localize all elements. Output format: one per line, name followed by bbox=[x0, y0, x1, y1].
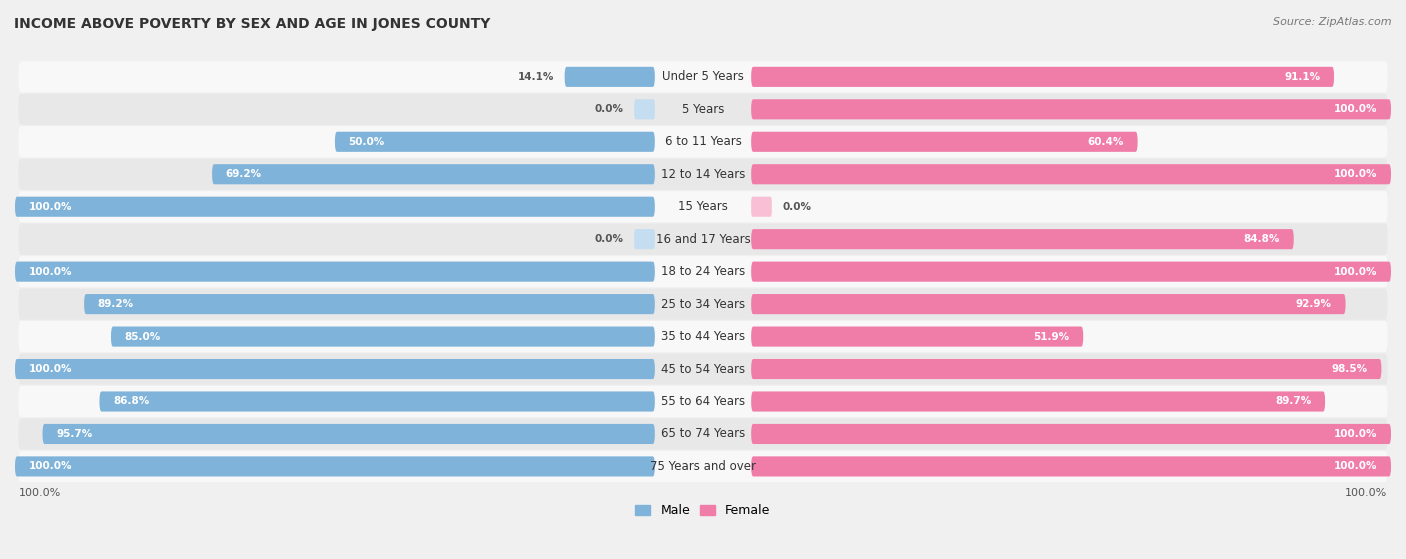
Text: 15 Years: 15 Years bbox=[678, 200, 728, 213]
Text: 45 to 54 Years: 45 to 54 Years bbox=[661, 363, 745, 376]
FancyBboxPatch shape bbox=[18, 159, 1388, 190]
FancyBboxPatch shape bbox=[751, 262, 1391, 282]
Text: 85.0%: 85.0% bbox=[125, 331, 160, 342]
Text: 65 to 74 Years: 65 to 74 Years bbox=[661, 428, 745, 440]
Text: 14.1%: 14.1% bbox=[517, 72, 554, 82]
Text: Under 5 Years: Under 5 Years bbox=[662, 70, 744, 83]
FancyBboxPatch shape bbox=[15, 262, 655, 282]
FancyBboxPatch shape bbox=[751, 424, 1391, 444]
Text: 100.0%: 100.0% bbox=[1334, 105, 1378, 115]
Text: 51.9%: 51.9% bbox=[1033, 331, 1070, 342]
FancyBboxPatch shape bbox=[212, 164, 655, 184]
FancyBboxPatch shape bbox=[18, 191, 1388, 222]
FancyBboxPatch shape bbox=[751, 229, 1294, 249]
Text: 0.0%: 0.0% bbox=[595, 105, 624, 115]
Text: 100.0%: 100.0% bbox=[28, 267, 72, 277]
Text: 6 to 11 Years: 6 to 11 Years bbox=[665, 135, 741, 148]
FancyBboxPatch shape bbox=[751, 359, 1382, 379]
FancyBboxPatch shape bbox=[18, 451, 1388, 482]
FancyBboxPatch shape bbox=[18, 126, 1388, 158]
Text: 100.0%: 100.0% bbox=[28, 202, 72, 212]
FancyBboxPatch shape bbox=[335, 132, 655, 152]
Text: 55 to 64 Years: 55 to 64 Years bbox=[661, 395, 745, 408]
FancyBboxPatch shape bbox=[751, 67, 1334, 87]
Text: 0.0%: 0.0% bbox=[595, 234, 624, 244]
FancyBboxPatch shape bbox=[18, 256, 1388, 287]
Text: 50.0%: 50.0% bbox=[349, 137, 385, 147]
FancyBboxPatch shape bbox=[18, 288, 1388, 320]
FancyBboxPatch shape bbox=[111, 326, 655, 347]
FancyBboxPatch shape bbox=[18, 61, 1388, 92]
FancyBboxPatch shape bbox=[15, 197, 655, 217]
Text: 92.9%: 92.9% bbox=[1296, 299, 1331, 309]
Text: 98.5%: 98.5% bbox=[1331, 364, 1368, 374]
FancyBboxPatch shape bbox=[751, 164, 1391, 184]
FancyBboxPatch shape bbox=[42, 424, 655, 444]
Text: 100.0%: 100.0% bbox=[1346, 487, 1388, 498]
Text: 5 Years: 5 Years bbox=[682, 103, 724, 116]
FancyBboxPatch shape bbox=[634, 100, 655, 120]
FancyBboxPatch shape bbox=[751, 100, 1391, 120]
FancyBboxPatch shape bbox=[100, 391, 655, 411]
Text: 35 to 44 Years: 35 to 44 Years bbox=[661, 330, 745, 343]
FancyBboxPatch shape bbox=[18, 94, 1388, 125]
FancyBboxPatch shape bbox=[565, 67, 655, 87]
Text: INCOME ABOVE POVERTY BY SEX AND AGE IN JONES COUNTY: INCOME ABOVE POVERTY BY SEX AND AGE IN J… bbox=[14, 17, 491, 31]
Text: 84.8%: 84.8% bbox=[1244, 234, 1279, 244]
Text: Source: ZipAtlas.com: Source: ZipAtlas.com bbox=[1274, 17, 1392, 27]
Text: 100.0%: 100.0% bbox=[1334, 429, 1378, 439]
Text: 0.0%: 0.0% bbox=[782, 202, 811, 212]
Legend: Male, Female: Male, Female bbox=[630, 499, 776, 522]
FancyBboxPatch shape bbox=[751, 197, 772, 217]
FancyBboxPatch shape bbox=[751, 132, 1137, 152]
Text: 100.0%: 100.0% bbox=[28, 461, 72, 471]
FancyBboxPatch shape bbox=[751, 294, 1346, 314]
Text: 69.2%: 69.2% bbox=[226, 169, 262, 179]
FancyBboxPatch shape bbox=[15, 359, 655, 379]
Text: 89.7%: 89.7% bbox=[1275, 396, 1312, 406]
FancyBboxPatch shape bbox=[751, 391, 1324, 411]
FancyBboxPatch shape bbox=[634, 229, 655, 249]
Text: 100.0%: 100.0% bbox=[28, 364, 72, 374]
Text: 16 and 17 Years: 16 and 17 Years bbox=[655, 233, 751, 245]
Text: 100.0%: 100.0% bbox=[18, 487, 60, 498]
FancyBboxPatch shape bbox=[751, 456, 1391, 476]
FancyBboxPatch shape bbox=[84, 294, 655, 314]
Text: 86.8%: 86.8% bbox=[114, 396, 149, 406]
Text: 25 to 34 Years: 25 to 34 Years bbox=[661, 297, 745, 311]
FancyBboxPatch shape bbox=[18, 353, 1388, 385]
FancyBboxPatch shape bbox=[18, 386, 1388, 417]
FancyBboxPatch shape bbox=[18, 321, 1388, 352]
Text: 100.0%: 100.0% bbox=[1334, 267, 1378, 277]
FancyBboxPatch shape bbox=[15, 456, 655, 476]
Text: 95.7%: 95.7% bbox=[56, 429, 93, 439]
Text: 12 to 14 Years: 12 to 14 Years bbox=[661, 168, 745, 181]
FancyBboxPatch shape bbox=[18, 418, 1388, 449]
Text: 91.1%: 91.1% bbox=[1284, 72, 1320, 82]
Text: 89.2%: 89.2% bbox=[98, 299, 134, 309]
FancyBboxPatch shape bbox=[18, 224, 1388, 255]
Text: 18 to 24 Years: 18 to 24 Years bbox=[661, 265, 745, 278]
Text: 100.0%: 100.0% bbox=[1334, 169, 1378, 179]
FancyBboxPatch shape bbox=[751, 326, 1083, 347]
Text: 100.0%: 100.0% bbox=[1334, 461, 1378, 471]
Text: 75 Years and over: 75 Years and over bbox=[650, 460, 756, 473]
Text: 60.4%: 60.4% bbox=[1087, 137, 1123, 147]
